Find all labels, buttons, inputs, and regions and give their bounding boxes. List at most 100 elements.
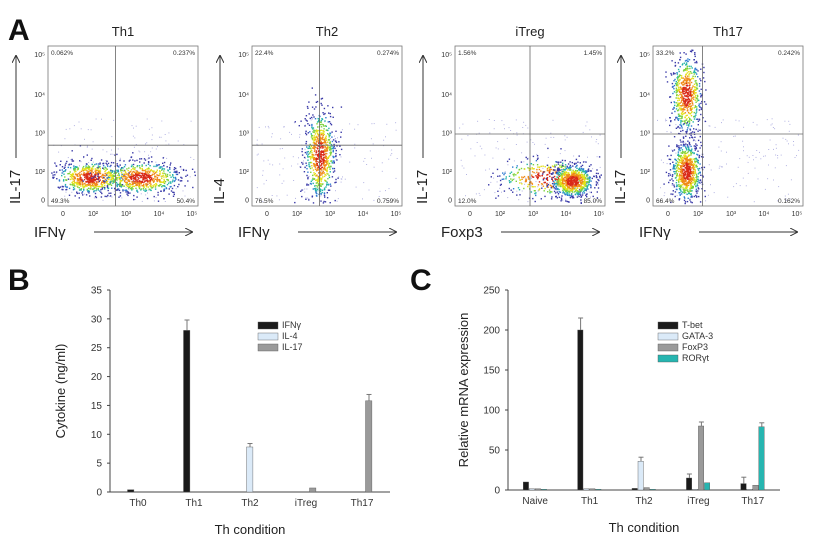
- flow-event: [100, 159, 103, 161]
- flow-event: [675, 80, 677, 83]
- flow-event: [105, 160, 107, 161]
- flow-event: [152, 170, 154, 172]
- flow-event: [678, 159, 680, 161]
- flow-event: [54, 174, 56, 176]
- flow-event: [495, 147, 497, 149]
- flow-event: [323, 128, 325, 130]
- flow-event: [588, 177, 591, 180]
- flow-event: [526, 158, 529, 160]
- flow-event: [584, 188, 586, 190]
- flow-event: [796, 155, 797, 157]
- flow-event: [704, 195, 706, 198]
- flow-event: [459, 127, 461, 129]
- flow-event: [686, 163, 688, 165]
- flow-event: [110, 161, 113, 164]
- flow-event: [669, 124, 671, 127]
- flow-event: [566, 188, 569, 191]
- flow-event: [576, 192, 579, 194]
- flow-event: [585, 181, 588, 183]
- flow-event: [684, 100, 686, 102]
- flow-event: [97, 189, 99, 191]
- flow-event: [126, 182, 128, 185]
- flow-event: [311, 123, 313, 126]
- flow-event: [349, 161, 351, 163]
- flow-event: [587, 170, 589, 172]
- flow-event: [117, 169, 119, 172]
- flow-event: [119, 164, 121, 166]
- flow-event: [101, 175, 103, 177]
- flow-event: [316, 186, 319, 188]
- flow-event: [685, 95, 687, 98]
- flow-event: [127, 187, 130, 189]
- flow-event: [492, 157, 494, 159]
- flow-event: [742, 140, 744, 142]
- flow-event: [324, 149, 326, 151]
- flow-event: [693, 174, 695, 176]
- flow-event: [90, 159, 92, 161]
- flow-event: [122, 171, 124, 172]
- flow-event: [695, 140, 697, 142]
- flow-event: [704, 190, 706, 192]
- flow-event: [313, 139, 316, 142]
- flow-event: [558, 175, 560, 177]
- flow-event: [308, 113, 310, 115]
- flow-event: [319, 139, 321, 142]
- flow-event: [686, 193, 688, 195]
- flow-event: [333, 161, 335, 164]
- flow-event: [672, 193, 674, 195]
- flow-event: [68, 164, 70, 166]
- flow-event: [102, 177, 104, 179]
- flow-event: [163, 172, 165, 174]
- flow-event: [271, 136, 273, 138]
- flow-event: [194, 171, 196, 173]
- flow-event: [320, 150, 323, 152]
- flow-event: [541, 187, 543, 189]
- flow-event: [678, 107, 681, 109]
- flow-event: [673, 80, 675, 82]
- quadrant-ul-value: 33.2%: [656, 50, 675, 57]
- flow-event: [328, 162, 331, 165]
- flow-event: [121, 185, 123, 187]
- flow-event: [120, 183, 122, 186]
- flow-event: [114, 193, 116, 196]
- flow-event: [559, 191, 562, 193]
- flow-event: [109, 181, 112, 184]
- flow-event: [532, 155, 535, 158]
- flow-event: [554, 178, 556, 180]
- flow-event: [55, 165, 58, 167]
- flow-event: [88, 183, 90, 185]
- flow-event: [710, 169, 712, 171]
- flow-event: [774, 167, 776, 169]
- flow-event: [562, 179, 564, 181]
- flow-event: [696, 144, 698, 147]
- flow-event: [77, 186, 79, 188]
- flow-event: [563, 172, 566, 174]
- flow-event: [125, 191, 127, 193]
- flow-event: [335, 152, 337, 155]
- flow-event: [550, 185, 552, 187]
- flow-event: [79, 171, 81, 174]
- flow-event: [71, 158, 73, 161]
- flow-event: [148, 168, 150, 170]
- flow-event: [691, 131, 694, 133]
- flow-event: [320, 153, 322, 155]
- flow-event: [63, 167, 65, 169]
- flow-event: [125, 184, 128, 187]
- flow-event: [65, 162, 67, 165]
- flow-event: [125, 183, 127, 186]
- flow-event: [535, 192, 537, 194]
- flow-event: [674, 173, 676, 175]
- flow-event: [531, 175, 533, 178]
- flow-event: [687, 177, 689, 179]
- flow-event: [580, 167, 583, 170]
- flow-event: [679, 148, 681, 150]
- flow-event: [319, 169, 322, 171]
- flow-event: [551, 165, 554, 167]
- flow-event: [690, 94, 692, 97]
- flow-event: [517, 187, 520, 189]
- flow-event: [560, 197, 563, 199]
- flow-event: [669, 117, 671, 119]
- flow-event: [166, 175, 168, 177]
- flow-event: [584, 177, 587, 179]
- flow-event: [722, 119, 724, 121]
